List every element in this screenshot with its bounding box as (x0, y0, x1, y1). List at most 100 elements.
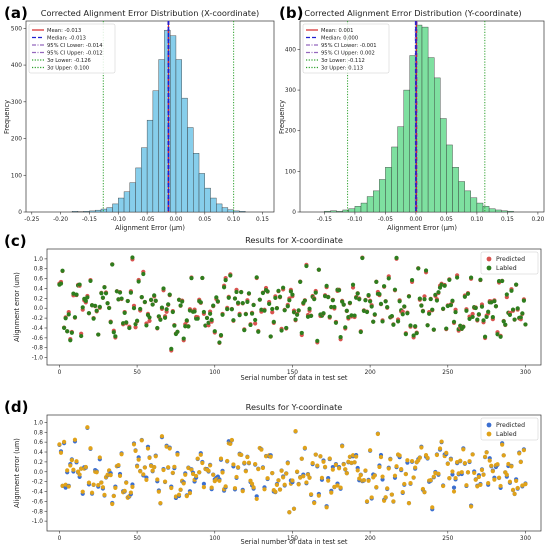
x-tick-label: -0.10 (347, 217, 362, 223)
labled-point (386, 466, 391, 471)
labled-point (155, 325, 160, 331)
histogram-bar (476, 202, 484, 213)
labled-point (330, 467, 335, 472)
labled-point (232, 296, 238, 301)
labled-point (181, 336, 186, 341)
labled-point (500, 442, 505, 447)
labled-point (91, 482, 96, 487)
labled-point (340, 444, 345, 449)
labled-point (209, 485, 214, 490)
labled-point (378, 301, 384, 306)
legend-box (28, 23, 116, 74)
labled-point (135, 318, 140, 323)
labled-point (434, 452, 440, 458)
labled-point (444, 450, 449, 455)
labled-point (130, 255, 135, 260)
histogram-bar (507, 210, 514, 213)
x-tick-label: 0 (58, 370, 62, 376)
labled-point (484, 450, 489, 455)
labled-point (358, 472, 363, 478)
labled-point (296, 308, 301, 313)
labled-point (167, 292, 172, 297)
labled-point (350, 282, 356, 287)
labled-point (479, 304, 485, 309)
labled-point (308, 492, 314, 497)
labled-point (518, 315, 523, 320)
labled-point (232, 486, 238, 491)
labled-point (249, 311, 255, 316)
histogram-bar (210, 197, 217, 213)
labled-point (368, 299, 373, 304)
panel-a-title: Corrected Alignment Error Distribution (… (41, 8, 259, 18)
labled-point (403, 332, 408, 337)
labled-point (382, 498, 387, 503)
labled-point (175, 452, 180, 457)
x-tick-label: -0.20 (53, 217, 68, 223)
x-tick-label: 0.10 (470, 217, 483, 223)
panel-d-label: (d) (4, 398, 28, 416)
labled-point (235, 465, 241, 470)
labled-point (173, 494, 179, 499)
labled-point (361, 478, 367, 483)
labled-point (239, 290, 244, 295)
y-tick-label: 500 (11, 26, 22, 32)
labled-point (383, 495, 388, 500)
labled-point (450, 298, 455, 303)
labled-point (498, 483, 503, 489)
labled-point (441, 483, 446, 489)
histogram-bar (146, 119, 154, 213)
labled-point (312, 500, 317, 506)
labled-point (402, 304, 407, 309)
labled-point (467, 316, 472, 321)
labled-point (206, 468, 211, 473)
x-tick-label: 50 (133, 536, 141, 542)
panel-d-ticks: 0 50 100 150 200 250 300 -1.0 -0.8 -0.6 -0.4 -0.2 0.… (32, 420, 532, 542)
labled-point (217, 478, 222, 483)
labled-point (58, 450, 64, 455)
panel-a-label: (a) (4, 4, 28, 22)
labled-point (246, 460, 252, 465)
labled-point (383, 299, 388, 304)
labled-point (125, 298, 130, 304)
labled-point (409, 458, 415, 464)
labled-point (475, 484, 480, 489)
histogram-bar (129, 182, 136, 213)
labled-point (86, 311, 92, 316)
labled-point (518, 459, 523, 465)
labled-point (478, 277, 483, 282)
labled-point (343, 325, 348, 330)
labled-point (159, 305, 165, 310)
labled-point (172, 323, 177, 328)
labled-point (321, 311, 326, 316)
labled-point (152, 293, 157, 298)
labled-point (127, 325, 132, 331)
labled-point (372, 473, 377, 478)
y-tick-label: 1.0 (34, 257, 44, 263)
labled-point (212, 329, 217, 334)
labled-point (245, 454, 250, 460)
labled-point (72, 437, 78, 442)
labled-point (97, 304, 102, 310)
labled-point (313, 452, 318, 457)
labled-point (409, 277, 415, 283)
histogram-bar (106, 207, 113, 213)
labled-point (465, 291, 471, 296)
labled-point (178, 487, 183, 492)
labled-point (285, 461, 290, 466)
labled-point (500, 278, 505, 284)
labled-point (198, 300, 203, 305)
x-tick-label: 100 (209, 536, 220, 542)
labled-point (172, 464, 177, 469)
labled-point (273, 295, 278, 301)
legend-marker (486, 265, 492, 271)
x-tick-label: 200 (365, 536, 376, 542)
labled-point (515, 485, 520, 491)
labled-point (147, 315, 152, 320)
y-tick-label: 0.4 (34, 450, 44, 456)
histogram-bar (204, 187, 211, 213)
labled-point (295, 469, 300, 474)
labled-point (416, 266, 421, 271)
labled-point (108, 473, 113, 478)
labled-point (302, 445, 307, 450)
